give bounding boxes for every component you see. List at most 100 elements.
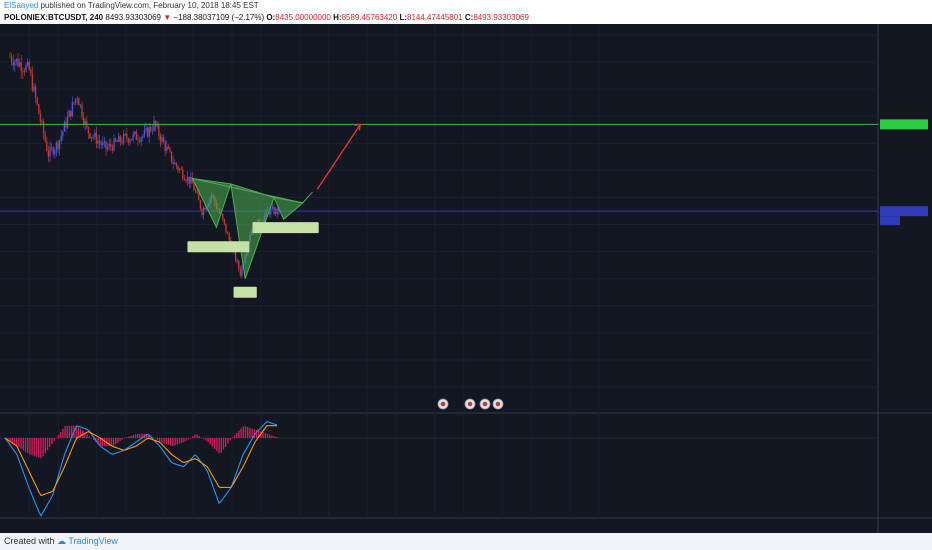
macd-histogram-bar bbox=[88, 436, 90, 438]
macd-histogram-bar bbox=[20, 438, 22, 449]
candle-body bbox=[153, 120, 155, 131]
candle-body bbox=[273, 206, 275, 215]
symbol-info: POLONIEX:BTCUSDT, 240 8493.93303069 ▼ −1… bbox=[0, 12, 932, 24]
candle-body bbox=[228, 233, 230, 241]
candle-body bbox=[71, 102, 74, 117]
candle-body bbox=[106, 147, 109, 150]
macd-histogram-bar bbox=[165, 438, 167, 445]
candle-body bbox=[36, 97, 38, 105]
macd-histogram-bar bbox=[209, 438, 211, 445]
candle-body bbox=[151, 130, 154, 132]
tradingview-link[interactable]: TradingView bbox=[68, 536, 118, 546]
candle-body bbox=[22, 71, 24, 73]
macd-histogram-bar bbox=[38, 438, 40, 458]
candle-body bbox=[177, 166, 179, 170]
candle-body bbox=[196, 191, 198, 194]
macd-histogram-bar bbox=[152, 437, 154, 438]
candle-body bbox=[98, 140, 101, 143]
candle-body bbox=[82, 117, 85, 125]
macd-histogram-bar bbox=[84, 432, 86, 438]
chart-area[interactable] bbox=[0, 24, 932, 533]
macd-histogram-bar bbox=[7, 438, 9, 440]
candle-body bbox=[55, 142, 58, 151]
candle-body bbox=[167, 146, 170, 149]
macd-histogram-bar bbox=[137, 433, 139, 438]
main-pane bbox=[0, 24, 878, 410]
macd-histogram-bar bbox=[49, 438, 51, 448]
macd-histogram-bar bbox=[244, 426, 247, 438]
candle-body bbox=[154, 120, 157, 127]
candle-body bbox=[76, 98, 78, 100]
right-shoulder-label-bg bbox=[252, 222, 319, 234]
macd-histogram-bar bbox=[216, 438, 218, 452]
candle-body bbox=[271, 206, 274, 209]
macd-histogram-bar bbox=[117, 438, 119, 443]
candle-body bbox=[199, 200, 202, 209]
macd-histogram-bar bbox=[154, 438, 156, 439]
open-value: 8435.00000000 bbox=[275, 13, 331, 22]
head-label-bg bbox=[233, 286, 257, 298]
macd-histogram-bar bbox=[207, 438, 209, 443]
macd-histogram-bar bbox=[161, 438, 163, 443]
macd-histogram-bar bbox=[183, 438, 185, 443]
macd-histogram-bar bbox=[178, 438, 181, 444]
neckline bbox=[192, 178, 303, 204]
macd-histogram-bar bbox=[236, 433, 238, 438]
macd-histogram-bar bbox=[251, 428, 253, 438]
candle-body bbox=[84, 120, 86, 125]
candle-body bbox=[268, 211, 270, 215]
macd-histogram-bar bbox=[24, 438, 27, 452]
macd-histogram-bar bbox=[211, 438, 214, 447]
candle-body bbox=[34, 86, 37, 98]
candle-body bbox=[114, 138, 117, 142]
low-value: 8144.47445801 bbox=[407, 13, 463, 22]
candle-body bbox=[38, 104, 40, 115]
current-price-badge bbox=[880, 206, 928, 217]
candle-body bbox=[100, 142, 102, 145]
candle-body bbox=[185, 180, 187, 182]
candle-body bbox=[193, 183, 195, 191]
macd-histogram-bar bbox=[163, 438, 165, 444]
macd-histogram-bar bbox=[205, 438, 207, 441]
macd-histogram-bar bbox=[119, 438, 121, 442]
macd-histogram-bar bbox=[130, 435, 132, 438]
macd-histogram-bar bbox=[121, 438, 123, 440]
macd-histogram-bar bbox=[187, 438, 189, 440]
candle-body bbox=[129, 140, 131, 143]
macd-histogram-bar bbox=[90, 438, 93, 439]
left-shoulder-label-bg bbox=[187, 241, 250, 253]
candle-body bbox=[31, 73, 34, 91]
macd-histogram-bar bbox=[126, 437, 128, 438]
chart-canvas[interactable] bbox=[0, 24, 932, 533]
candle-body bbox=[278, 207, 280, 214]
macd-histogram-bar bbox=[123, 438, 126, 439]
candle-body bbox=[79, 104, 82, 106]
candle-body bbox=[169, 148, 171, 152]
candle-body bbox=[175, 162, 178, 167]
candle-body bbox=[174, 162, 176, 164]
macd-histogram-bar bbox=[194, 434, 196, 438]
author-link[interactable]: ElSaayed bbox=[4, 1, 39, 10]
macd-histogram-bar bbox=[27, 438, 29, 454]
macd-histogram-bar bbox=[31, 438, 33, 456]
event-flag-dot-icon bbox=[482, 401, 488, 407]
candle-body bbox=[194, 190, 197, 192]
event-flag-dot-icon bbox=[495, 401, 501, 407]
macd-signal-line bbox=[4, 425, 277, 497]
macd-histogram-bar bbox=[196, 434, 198, 438]
candle-body bbox=[54, 150, 56, 155]
candle-body bbox=[103, 141, 106, 143]
candle-body bbox=[33, 86, 35, 91]
candle-body bbox=[159, 135, 162, 142]
macd-histogram-bar bbox=[247, 427, 249, 438]
candle-body bbox=[97, 140, 99, 144]
candle-body bbox=[122, 133, 125, 143]
macd-histogram-bar bbox=[231, 437, 233, 439]
macd-histogram-bar bbox=[75, 425, 77, 438]
candle-body bbox=[110, 144, 112, 147]
macd-histogram-bar bbox=[71, 425, 73, 438]
candle-body bbox=[95, 132, 98, 144]
candle-body bbox=[148, 127, 150, 137]
macd-histogram-bar bbox=[86, 434, 88, 438]
candle-body bbox=[28, 61, 30, 70]
